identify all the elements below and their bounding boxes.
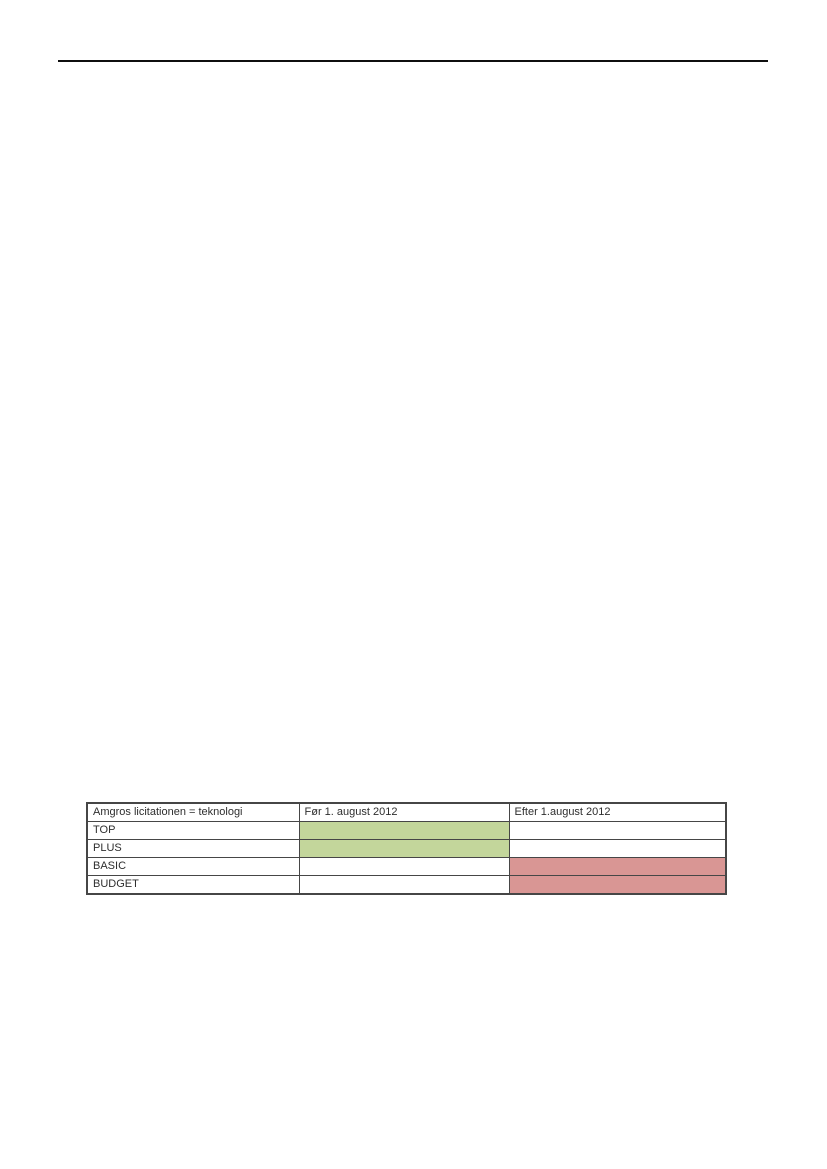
- cell-efter: [508, 821, 727, 840]
- cell-efter: [508, 875, 727, 895]
- cell-efter: [508, 839, 727, 858]
- row-label-cell: PLUS: [86, 839, 300, 858]
- table-header-row: Amgros licitationen = teknologi Før 1. a…: [86, 802, 727, 822]
- row-label-cell: BASIC: [86, 857, 300, 876]
- cell-foer: [298, 821, 510, 840]
- row-label-cell: TOP: [86, 821, 300, 840]
- column-header-efter-august: Efter 1.august 2012: [508, 802, 727, 822]
- table-row-plus: PLUS: [86, 839, 727, 858]
- column-header-foer-august: Før 1. august 2012: [298, 802, 510, 822]
- column-header-amgros-licitationen: Amgros licitationen = teknologi: [86, 802, 300, 822]
- amgros-comparison-table: Amgros licitationen = teknologi Før 1. a…: [86, 802, 727, 895]
- table-row-basic: BASIC: [86, 857, 727, 876]
- cell-foer: [298, 857, 510, 876]
- cell-efter: [508, 857, 727, 876]
- cell-foer: [298, 839, 510, 858]
- horizontal-rule: [58, 60, 768, 62]
- cell-foer: [298, 875, 510, 895]
- table-row-top: TOP: [86, 821, 727, 840]
- table-row-budget: BUDGET: [86, 875, 727, 895]
- row-label-cell: BUDGET: [86, 875, 300, 895]
